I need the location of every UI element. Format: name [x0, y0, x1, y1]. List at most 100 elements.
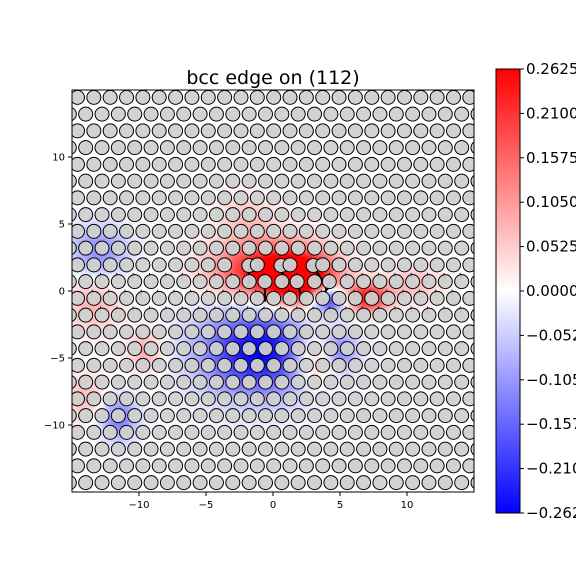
atom-marker [72, 308, 77, 323]
atom-marker [413, 391, 429, 407]
atom-marker [249, 190, 265, 206]
atom-marker [388, 106, 404, 122]
atom-marker [233, 190, 249, 206]
x-tick-label: 10 [401, 500, 414, 511]
atom-marker [192, 240, 208, 256]
atom-marker [347, 190, 363, 206]
atom-marker [462, 458, 474, 474]
atom-marker [413, 90, 429, 105]
atom-marker [274, 106, 290, 122]
atom-marker [479, 291, 493, 305]
atom-marker [159, 408, 175, 424]
atom-marker [282, 223, 298, 239]
atom-marker [347, 156, 363, 172]
atom-marker [110, 475, 126, 491]
atom-marker [479, 191, 493, 205]
atom-marker [396, 223, 412, 239]
atom-marker [315, 458, 331, 474]
atom-marker [331, 424, 347, 440]
atom-marker [347, 391, 363, 407]
atom-marker [54, 392, 68, 406]
atom-marker [208, 307, 224, 323]
atom-marker [437, 140, 453, 156]
atom-marker [347, 257, 363, 273]
atom-marker [78, 307, 94, 323]
atom-marker [92, 491, 96, 492]
atom-marker [421, 106, 437, 122]
atom-marker [396, 391, 412, 407]
atom-marker [372, 341, 388, 357]
atom-marker [405, 441, 421, 457]
atom-marker [208, 475, 224, 491]
atom-marker [470, 308, 474, 322]
atom-marker [208, 374, 224, 390]
atom-marker [176, 374, 192, 390]
atom-marker [454, 441, 470, 457]
atom-marker [168, 223, 184, 239]
atom-marker [388, 274, 404, 290]
colorbar-tick-label: −0.1575 [526, 415, 576, 433]
atom-marker [257, 106, 273, 122]
atom-marker [380, 90, 396, 105]
atom-marker [225, 274, 241, 290]
atom-marker [266, 156, 282, 172]
atom-marker [339, 441, 355, 457]
atom-marker [274, 173, 290, 189]
atom-marker [307, 441, 323, 457]
atom-marker [356, 106, 372, 122]
atom-marker [462, 156, 474, 172]
atom-marker [315, 223, 331, 239]
atom-marker [421, 274, 437, 290]
atom-marker [79, 74, 93, 88]
atom-marker [217, 324, 233, 340]
atom-marker [233, 156, 249, 172]
atom-marker [323, 106, 339, 122]
atom-marker [208, 207, 224, 223]
atom-marker [479, 124, 493, 138]
atom-marker [135, 290, 151, 306]
atom-marker [462, 391, 474, 407]
atom-marker [405, 408, 421, 424]
atom-marker [282, 290, 298, 306]
atom-marker [257, 374, 273, 390]
atom-marker [225, 441, 241, 457]
atom-marker [225, 341, 241, 357]
atom-marker [470, 275, 474, 288]
atom-marker [373, 74, 387, 88]
atom-marker [445, 324, 461, 340]
atom-marker [176, 207, 192, 223]
atom-marker [225, 207, 241, 223]
atom-marker [184, 324, 200, 340]
atom-marker [233, 290, 249, 306]
atom-marker [370, 491, 374, 492]
atom-marker [470, 442, 474, 456]
atom-marker [184, 290, 200, 306]
atom-marker [200, 290, 216, 306]
atom-marker [364, 324, 380, 340]
atom-marker [110, 374, 126, 390]
atom-marker [331, 90, 347, 105]
atom-marker [282, 90, 298, 105]
atom-marker [331, 458, 347, 474]
atom-marker [110, 341, 126, 357]
atom-marker [290, 374, 306, 390]
atom-marker [192, 106, 208, 122]
atom-marker [257, 140, 273, 156]
atom-marker [282, 123, 298, 139]
atom-marker [331, 190, 347, 206]
atom-marker [388, 140, 404, 156]
atom-marker [429, 290, 445, 306]
atom-marker [388, 307, 404, 323]
atom-marker [241, 173, 257, 189]
atom-marker [72, 190, 85, 206]
atom-marker [266, 424, 282, 440]
atom-marker [72, 156, 85, 172]
atom-marker [454, 207, 470, 223]
atom-marker [419, 491, 423, 492]
atom-marker [110, 207, 126, 223]
atom-marker [143, 341, 159, 357]
atom-marker [266, 357, 282, 373]
atom-marker [266, 190, 282, 206]
atom-marker [452, 491, 455, 492]
